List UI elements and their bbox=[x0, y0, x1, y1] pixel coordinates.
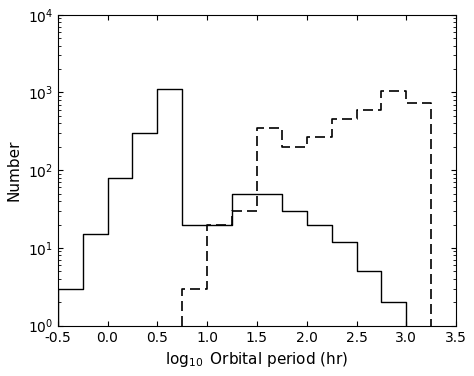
Y-axis label: Number: Number bbox=[7, 139, 22, 201]
X-axis label: $\log_{10}$ Orbital period (hr): $\log_{10}$ Orbital period (hr) bbox=[165, 350, 348, 369]
